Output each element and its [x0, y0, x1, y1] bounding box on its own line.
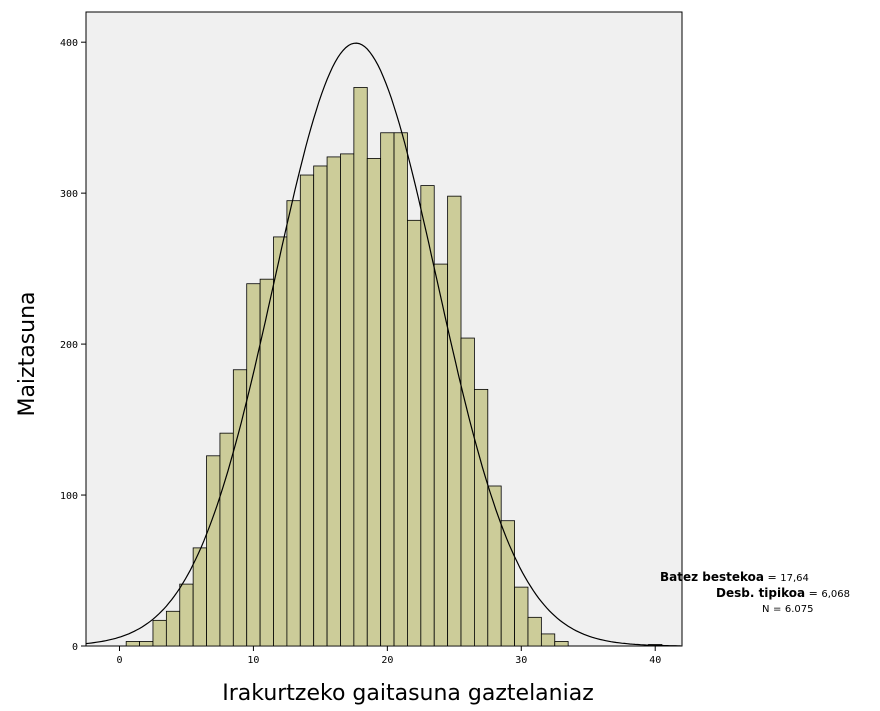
x-axis-ticks: 0 10 20 30 40 — [116, 646, 661, 666]
y-tick-label-400: 400 — [60, 38, 78, 49]
stats-sd: Desb. tipikoa = 6,068 — [716, 586, 850, 600]
histogram-bar-27 — [474, 388, 489, 647]
histogram-bar-2 — [139, 641, 154, 647]
histogram-bar-12 — [273, 236, 288, 647]
histogram-bar-14 — [299, 174, 315, 647]
x-tick-label-40: 40 — [649, 655, 661, 666]
stats-n: N = 6.075 — [762, 604, 814, 615]
histogram-bar-7 — [206, 455, 221, 647]
x-tick-label-30: 30 — [515, 655, 527, 666]
histogram-bar-32 — [540, 633, 556, 647]
stats-n-value: 6.075 — [784, 604, 814, 615]
histogram-bar-20 — [380, 132, 395, 647]
y-tick-label-200: 200 — [60, 340, 78, 351]
histogram-bar-4 — [165, 610, 181, 647]
y-axis-ticks: 0 100 200 300 400 — [60, 38, 86, 653]
histogram-bar-18 — [353, 87, 368, 647]
histogram-bar-1 — [125, 641, 140, 647]
histogram-bar-33 — [554, 641, 569, 647]
histogram-bar-15 — [313, 165, 328, 647]
stats-mean-label: Batez bestekoa — [660, 570, 765, 584]
histogram-bars — [125, 87, 663, 647]
stats-sd-value: 6,068 — [821, 589, 850, 600]
histogram-bar-5 — [179, 583, 194, 647]
histogram-bar-19 — [366, 158, 382, 647]
y-tick-label-100: 100 — [60, 491, 78, 502]
normal-curve — [85, 42, 681, 647]
x-tick-label-10: 10 — [247, 655, 259, 666]
x-axis-title: Irakurtzeko gaitasuna gaztelaniaz — [222, 681, 594, 706]
stats-mean-value: 17,64 — [780, 573, 809, 584]
histogram-bar-17 — [340, 153, 355, 647]
histogram-bar-31 — [527, 616, 542, 647]
histogram-bar-23 — [420, 185, 435, 647]
histogram-bar-10 — [246, 283, 261, 647]
y-tick-label-300: 300 — [60, 189, 78, 200]
x-tick-label-20: 20 — [381, 655, 393, 666]
histogram-bar-26 — [460, 337, 475, 647]
y-tick-label-0: 0 — [72, 642, 78, 653]
histogram-bar-22 — [407, 219, 422, 647]
histogram-bar-16 — [326, 156, 341, 647]
histogram-bar-25 — [447, 195, 462, 647]
histogram-bar-3 — [152, 619, 167, 647]
histogram-bar-29 — [500, 520, 515, 647]
histogram-bar-28 — [487, 485, 502, 647]
histogram-bar-8 — [219, 432, 234, 647]
stats-sd-label: Desb. tipikoa — [716, 586, 806, 600]
histogram-bar-30 — [514, 586, 529, 647]
y-axis-title: Maiztasuna — [15, 291, 40, 416]
histogram-bar-13 — [286, 200, 301, 647]
x-tick-label-0: 0 — [116, 655, 122, 666]
histogram-bar-21 — [393, 132, 408, 647]
stats-mean: Batez bestekoa = 17,64 — [660, 570, 809, 584]
stats-n-label: N — [762, 604, 770, 615]
histogram-bar-9 — [232, 369, 248, 647]
histogram-bar-6 — [192, 547, 207, 647]
